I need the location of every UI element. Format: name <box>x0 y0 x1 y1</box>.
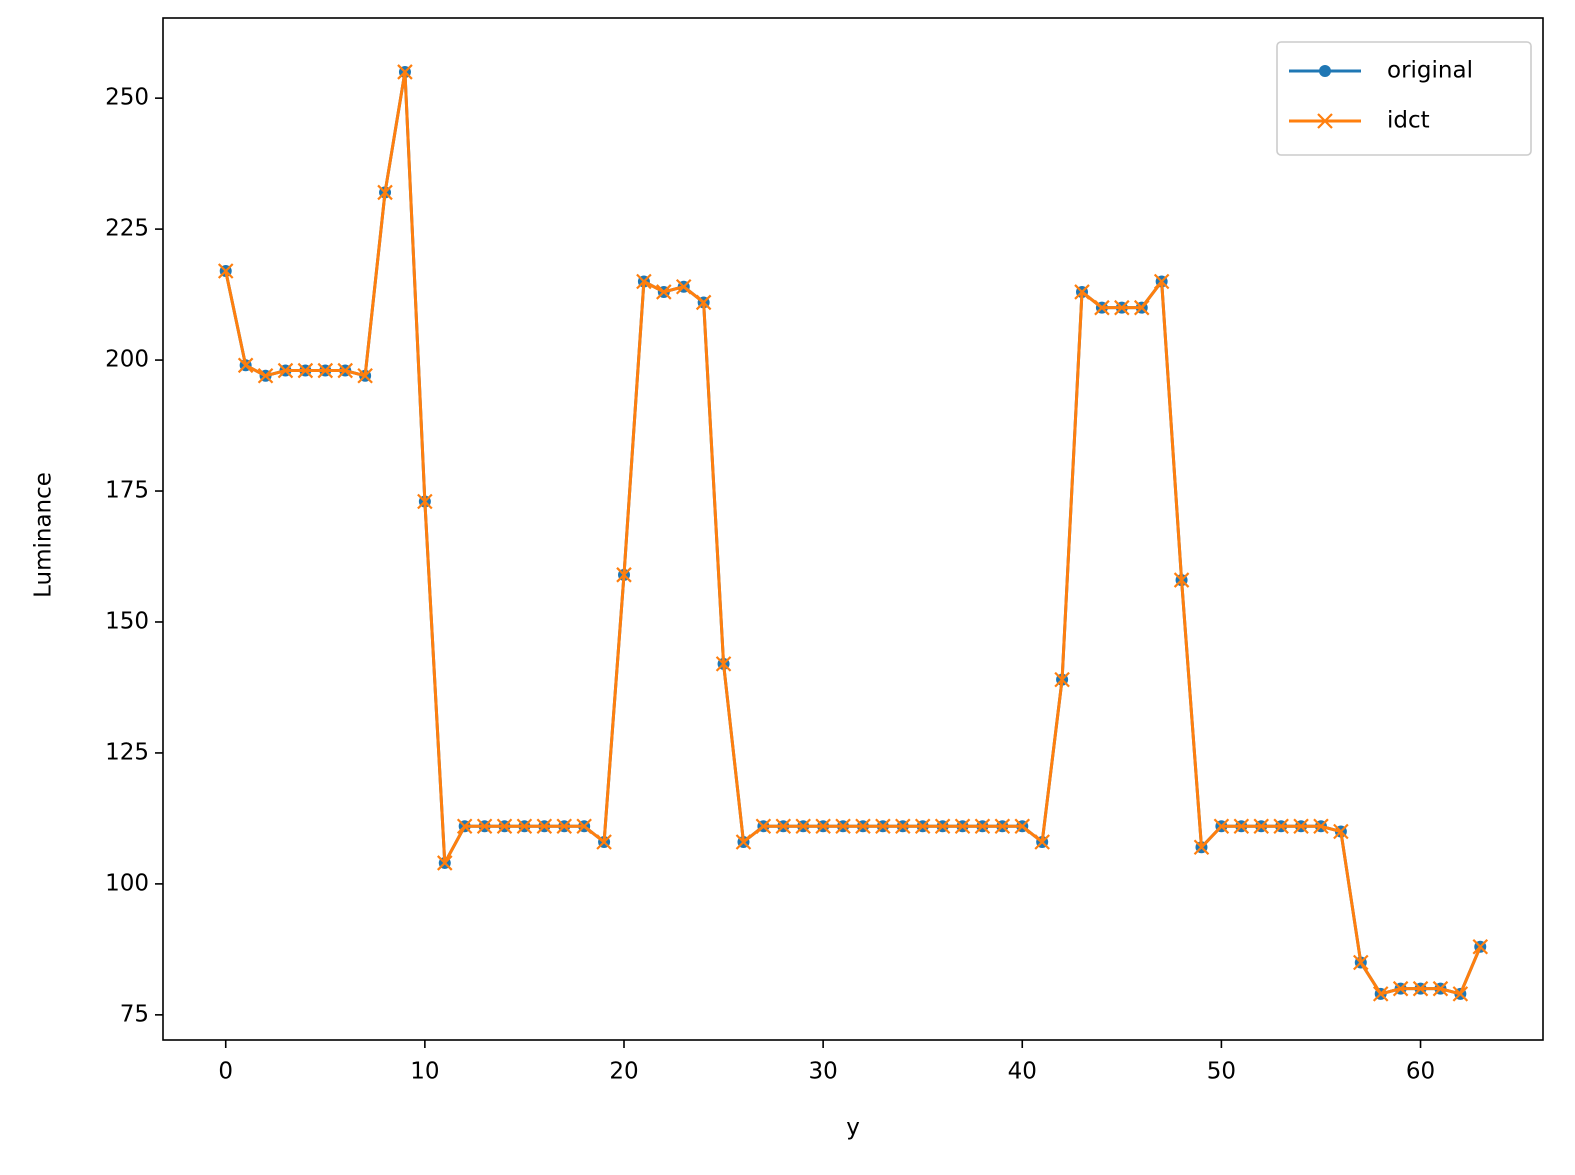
marker <box>1432 980 1449 997</box>
marker <box>934 818 951 835</box>
marker <box>1293 818 1309 835</box>
marker <box>1034 834 1050 850</box>
legend-marker <box>1319 65 1331 77</box>
line <box>224 70 1482 996</box>
marker <box>735 834 752 850</box>
marker <box>954 818 971 835</box>
x-axis-label: y <box>846 1115 860 1141</box>
marker <box>1173 572 1190 588</box>
marker <box>536 818 553 835</box>
y-tick-label: 175 <box>105 478 149 504</box>
marker <box>616 567 632 583</box>
y-tick-label: 150 <box>105 608 149 634</box>
marker <box>835 818 851 835</box>
y-tick-label: 75 <box>120 1001 149 1027</box>
marker <box>1233 818 1250 835</box>
marker <box>1193 839 1210 856</box>
marker <box>636 273 652 290</box>
marker <box>1094 299 1110 316</box>
marker <box>1372 986 1389 1002</box>
marker <box>297 362 314 379</box>
series <box>217 64 1489 1002</box>
marker <box>417 493 433 510</box>
marker <box>914 818 931 835</box>
x-tick-label: 40 <box>1008 1059 1037 1085</box>
plot-frame <box>162 17 1544 1041</box>
marker <box>317 362 334 379</box>
marker <box>1153 273 1170 290</box>
marker <box>1412 980 1429 997</box>
y-axis-label: Luminance <box>31 472 57 598</box>
marker <box>456 818 473 835</box>
marker <box>656 284 672 300</box>
marker <box>895 818 911 835</box>
marker <box>1253 818 1270 835</box>
marker <box>556 818 573 835</box>
marker <box>695 294 712 311</box>
marker <box>1313 818 1329 835</box>
marker <box>715 656 732 672</box>
marker <box>1392 980 1409 997</box>
legend-label: idct <box>1387 108 1430 134</box>
marker <box>1114 299 1130 316</box>
marker <box>815 818 831 835</box>
marker <box>377 184 393 201</box>
marker <box>576 818 592 835</box>
marker <box>1014 818 1031 835</box>
marker <box>436 855 453 871</box>
marker <box>875 818 891 835</box>
marker <box>217 263 234 279</box>
x-tick-label: 10 <box>410 1059 439 1085</box>
y-tick-label: 125 <box>105 739 149 765</box>
marker <box>277 362 294 379</box>
x-tick-label: 0 <box>218 1059 233 1085</box>
marker <box>337 362 353 379</box>
x-tick-label: 50 <box>1207 1059 1236 1085</box>
marker <box>1074 284 1090 300</box>
legend-label: original <box>1387 58 1473 84</box>
x-tick-label: 60 <box>1406 1059 1435 1085</box>
marker <box>496 818 513 835</box>
legend-marker <box>1317 113 1333 129</box>
marker <box>1213 818 1230 835</box>
marker <box>476 818 493 835</box>
marker <box>775 818 792 835</box>
marker <box>237 357 254 374</box>
y-tick-label: 225 <box>105 216 149 242</box>
marker <box>1452 986 1469 1002</box>
marker <box>1133 299 1150 316</box>
marker <box>675 278 692 295</box>
marker <box>1353 954 1369 971</box>
x-tick-label: 20 <box>609 1059 638 1085</box>
marker <box>257 368 274 384</box>
marker <box>994 818 1011 835</box>
marker <box>516 818 533 835</box>
marker <box>397 64 413 80</box>
marker <box>1054 671 1070 688</box>
marker <box>795 818 811 835</box>
marker <box>974 818 991 835</box>
marker <box>755 818 772 835</box>
marker <box>855 818 871 835</box>
marker <box>596 834 612 850</box>
marker <box>357 368 373 384</box>
y-tick-label: 100 <box>105 870 149 896</box>
marker <box>1472 938 1489 955</box>
marker <box>1333 823 1349 840</box>
x-tick-label: 30 <box>808 1059 837 1085</box>
y-tick-label: 250 <box>105 85 149 111</box>
y-tick-label: 200 <box>105 347 149 373</box>
marker <box>1273 818 1289 835</box>
